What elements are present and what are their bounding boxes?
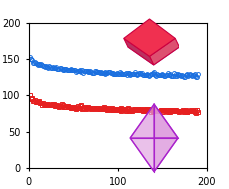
Polygon shape [130, 138, 153, 172]
Polygon shape [149, 38, 179, 65]
Polygon shape [153, 104, 177, 138]
Polygon shape [130, 104, 153, 138]
Polygon shape [123, 38, 153, 65]
Polygon shape [127, 28, 179, 65]
Polygon shape [153, 138, 177, 172]
Polygon shape [123, 19, 174, 56]
